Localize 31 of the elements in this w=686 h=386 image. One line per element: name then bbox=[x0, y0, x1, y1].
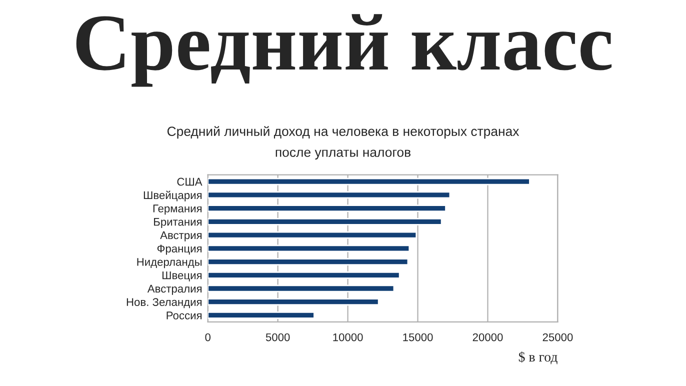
y-tick-label: Швеция bbox=[162, 272, 202, 282]
y-tick-label: Нидерланды bbox=[137, 258, 202, 268]
x-tick-label: 10000 bbox=[333, 333, 363, 342]
bar bbox=[208, 312, 315, 319]
bar bbox=[208, 258, 409, 266]
x-tick-label: 0 bbox=[205, 333, 211, 342]
bar bbox=[208, 218, 442, 226]
y-tick-label: Франция bbox=[157, 244, 202, 255]
chart-title: Средний класс bbox=[76, 14, 612, 87]
x-tick-label: 20000 bbox=[472, 333, 503, 342]
y-tick-label: Швейцария bbox=[144, 190, 202, 202]
x-tick-label: 5000 bbox=[266, 333, 290, 342]
y-tick-label: Австралия bbox=[147, 284, 202, 295]
y-tick-label: Россия bbox=[166, 312, 202, 320]
y-tick-label: Британия bbox=[154, 218, 202, 228]
bar bbox=[208, 244, 410, 252]
y-tick-label: Австрия bbox=[160, 231, 202, 242]
x-tick-label: 25000 bbox=[542, 333, 573, 342]
x-axis-title: $ в год bbox=[518, 351, 558, 364]
bar bbox=[208, 284, 395, 292]
bar bbox=[208, 231, 418, 239]
x-tick-label: 15000 bbox=[403, 333, 433, 342]
bar bbox=[208, 204, 446, 212]
bar bbox=[208, 178, 530, 186]
bar bbox=[208, 298, 380, 306]
y-tick-label: Германия bbox=[153, 204, 202, 215]
bar bbox=[208, 191, 451, 199]
y-tick-label: США bbox=[177, 178, 202, 186]
bar bbox=[208, 271, 400, 279]
chart-subtitle: Средний личный доход на человека в некоторых странах после уплаты налогов bbox=[167, 126, 520, 160]
y-tick-label: Нов. Зеландия bbox=[126, 298, 202, 308]
